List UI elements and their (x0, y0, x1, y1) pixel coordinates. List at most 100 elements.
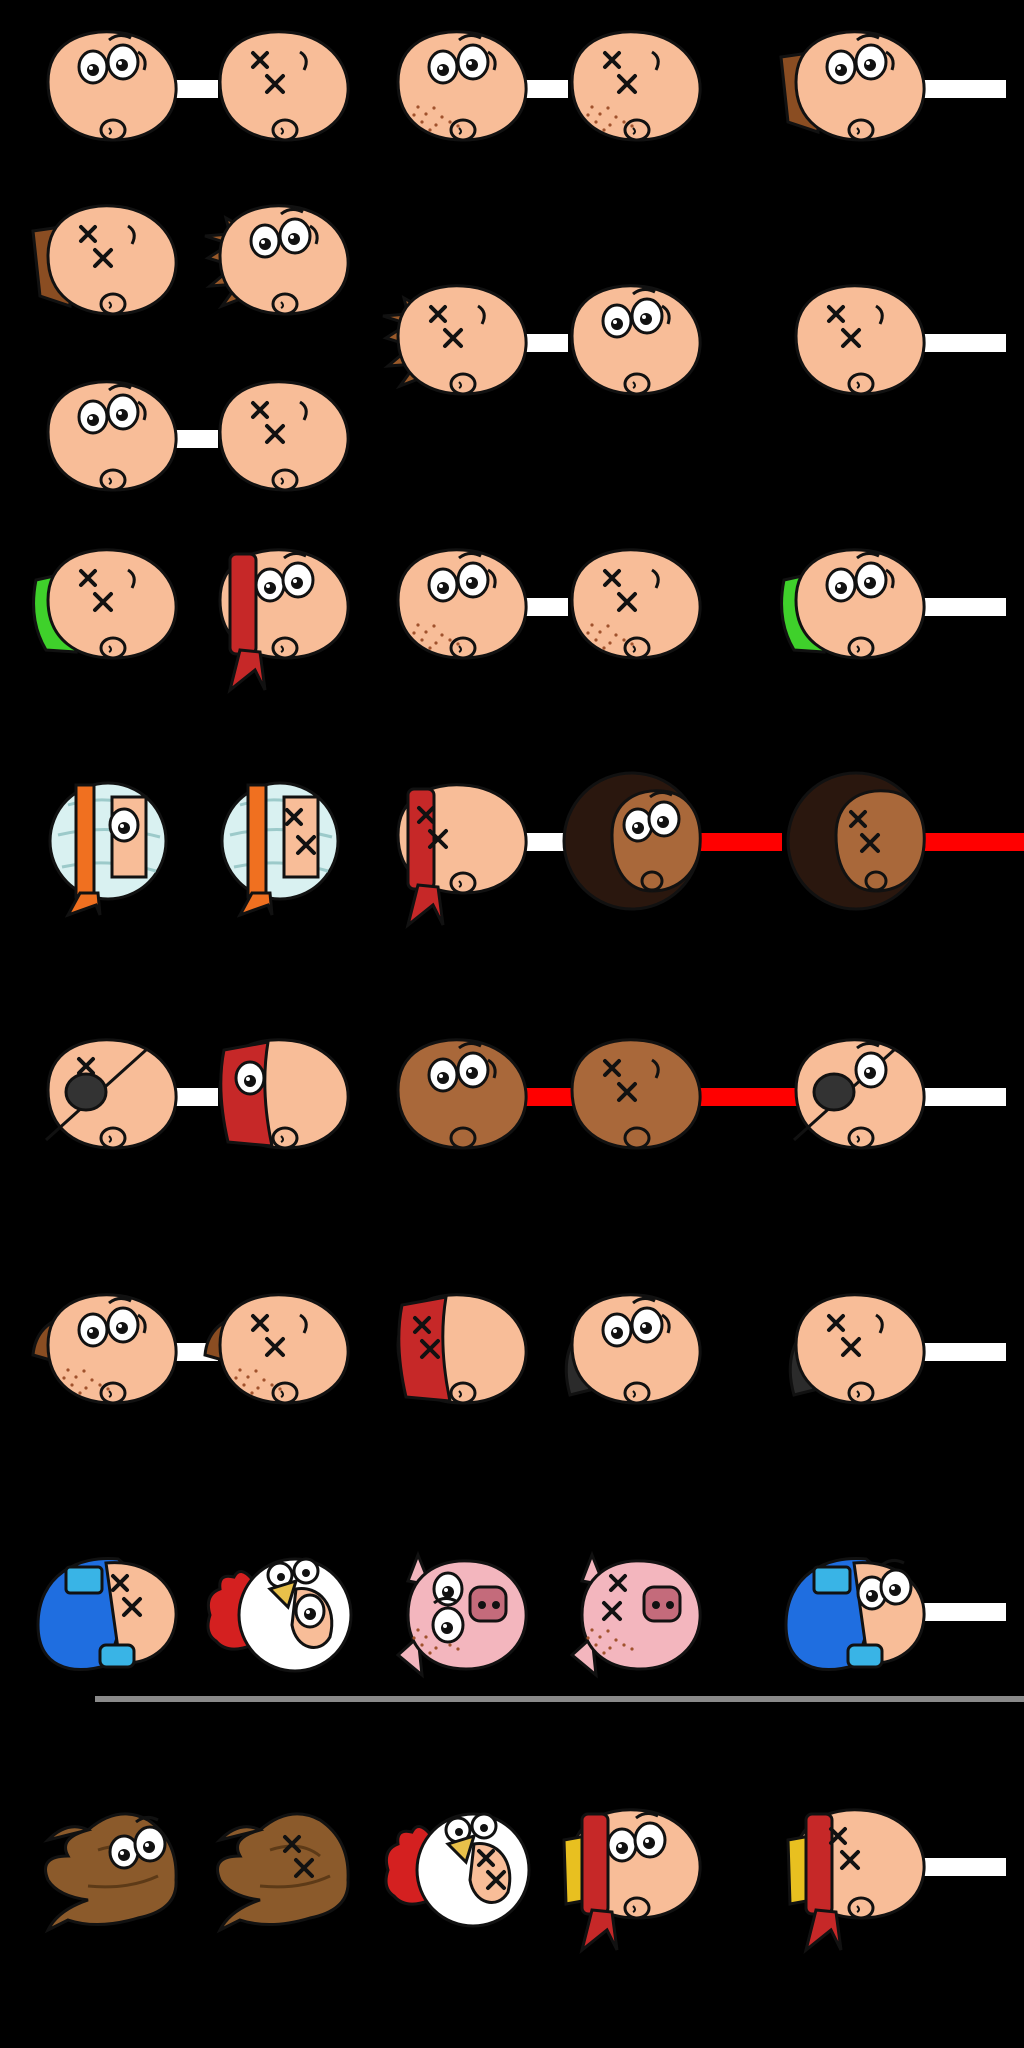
head-sprite-bandaged-alive (28, 775, 198, 925)
red-bandana-alive-icon (218, 548, 350, 694)
chicken-alive-icon (206, 1557, 353, 1673)
head-sprite-green-cap-dead (28, 540, 198, 690)
connector-bar (518, 598, 568, 616)
eyepatch-dead-icon (44, 1038, 178, 1150)
head-sprite-plain-dead (200, 22, 370, 172)
head-sprite-blue-helmet-dead (28, 1545, 198, 1695)
head-sprite-black-hair-alive (552, 1285, 722, 1435)
head-sprite-red-mask-dead (378, 1285, 548, 1435)
head-sprite-plain-alive (552, 276, 722, 426)
head-sprite-red-bandana-gold-alive (552, 1800, 722, 1954)
head-sprite-pig-alive (378, 1545, 548, 1695)
head-sprite-red-bandana-gold-dead (776, 1800, 946, 1954)
head-sprite-black-hair-dead (776, 1285, 946, 1435)
poop-alive-icon (43, 1812, 178, 1934)
black-hair-dead-icon (788, 1293, 926, 1405)
brown-cap-dead-icon (203, 1293, 350, 1405)
chicken-dead-icon (384, 1812, 531, 1928)
freckled-dead-icon (570, 30, 702, 142)
head-sprite-bandaged-dead (200, 775, 370, 925)
red-bandana-gold-alive-icon (562, 1808, 702, 1954)
head-sprite-blue-helmet-alive (776, 1545, 946, 1695)
connector-bar (916, 1343, 1006, 1361)
dark-skin-dead-icon (570, 1038, 702, 1150)
head-sprite-poop-alive (28, 1800, 198, 1950)
blue-helmet-alive-icon (784, 1557, 926, 1671)
red-mask-alive-icon (218, 1038, 350, 1150)
head-sprite-afro-alive (552, 771, 722, 925)
afro-alive-icon (562, 771, 702, 911)
head-sprite-afro-dead (776, 771, 946, 925)
bandaged-alive-icon (48, 781, 168, 918)
connector-bar (168, 80, 218, 98)
head-sprite-spiky-hair-dead (378, 276, 548, 426)
spiky-hair-alive-icon (204, 204, 350, 316)
connector-bar (916, 334, 1006, 352)
connector-bar (692, 833, 782, 851)
green-cap-alive-icon (780, 548, 926, 660)
connector-bar (916, 1858, 1006, 1876)
connector-bar (916, 598, 1006, 616)
red-bandana-dead-icon (396, 783, 528, 929)
head-sprite-chicken-dead (378, 1800, 548, 1950)
pig-dead-icon (569, 1550, 702, 1679)
dark-skin-alive-icon (396, 1038, 528, 1150)
pig-alive-icon (395, 1550, 528, 1679)
head-sprite-brown-cap-dead (200, 1285, 370, 1435)
head-sprite-red-mask-alive (200, 1030, 370, 1180)
connector-bar (518, 833, 568, 851)
head-sprite-freckled-alive (378, 540, 548, 690)
black-hair-alive-icon (564, 1293, 702, 1405)
afro-dead-icon (786, 771, 926, 911)
head-sprite-chicken-alive (200, 1545, 370, 1695)
freckled-alive-icon (396, 548, 528, 660)
connector-bar (916, 833, 1024, 851)
head-sprite-freckled-dead (552, 540, 722, 690)
head-sprite-green-cap-alive (776, 540, 946, 690)
brown-hair-alive-icon (779, 30, 926, 142)
head-sprite-brown-hair-alive (776, 22, 946, 172)
brown-hair-dead-icon (31, 204, 178, 316)
plain-dead-icon (794, 284, 926, 396)
green-cap-dead-icon (32, 548, 178, 660)
connector-bar (518, 334, 568, 352)
divider-line (95, 1696, 1024, 1702)
plain-alive-icon (46, 380, 178, 492)
bandaged-dead-icon (220, 781, 340, 918)
blue-helmet-dead-icon (36, 1557, 178, 1671)
freckled-dead-icon (570, 548, 702, 660)
head-sprite-plain-alive (28, 22, 198, 172)
connector-bar (168, 1088, 218, 1106)
connector-bar (168, 430, 218, 448)
brown-cap-alive-icon (31, 1293, 178, 1405)
connector-bar (916, 1603, 1006, 1621)
eyepatch-alive-icon (792, 1038, 926, 1150)
head-sprite-poop-dead (200, 1800, 370, 1950)
head-sprite-dark-skin-alive (378, 1030, 548, 1180)
head-sprite-pig-dead (552, 1545, 722, 1695)
connector-bar (518, 80, 568, 98)
head-sprite-brown-hair-dead (28, 196, 198, 346)
head-sprite-freckled-alive (378, 22, 548, 172)
red-bandana-gold-dead-icon (786, 1808, 926, 1954)
head-sprite-brown-cap-alive (28, 1285, 198, 1435)
head-sprite-plain-dead (776, 276, 946, 426)
head-sprite-plain-dead (200, 372, 370, 522)
head-sprite-eyepatch-alive (776, 1030, 946, 1180)
connector-bar (916, 1088, 1006, 1106)
freckled-alive-icon (396, 30, 528, 142)
connector-bar (916, 80, 1006, 98)
head-sprite-red-bandana-dead (378, 775, 548, 929)
head-sprite-eyepatch-dead (28, 1030, 198, 1180)
plain-alive-icon (570, 284, 702, 396)
spiky-hair-dead-icon (382, 284, 528, 396)
plain-dead-icon (218, 30, 350, 142)
head-sprite-spiky-hair-alive (200, 196, 370, 346)
head-sprite-freckled-dead (552, 22, 722, 172)
plain-dead-icon (218, 380, 350, 492)
poop-dead-icon (215, 1812, 350, 1934)
red-mask-dead-icon (396, 1293, 528, 1405)
head-sprite-plain-alive (28, 372, 198, 522)
head-sprite-red-bandana-alive (200, 540, 370, 694)
